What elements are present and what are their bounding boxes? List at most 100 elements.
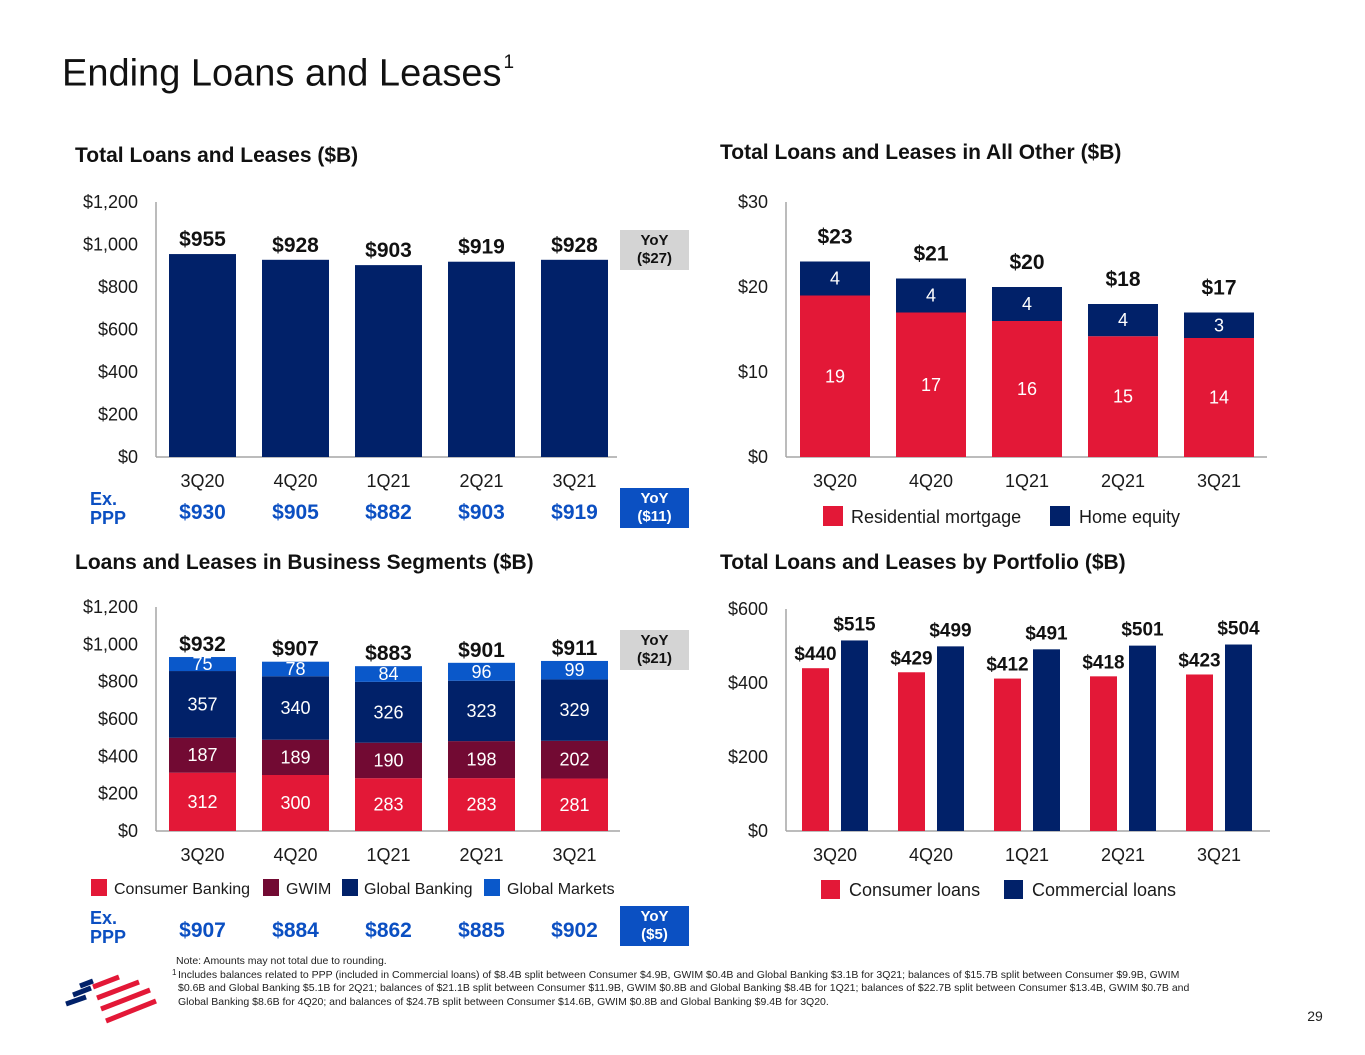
legend-label: Global Banking <box>364 881 473 898</box>
bar <box>169 254 236 457</box>
bank-flag-logo-icon <box>65 974 157 1024</box>
bar-total-label: $21 <box>913 243 948 266</box>
legend-label: Consumer loans <box>849 880 980 900</box>
bar-segment-residential-mortgage <box>992 321 1062 457</box>
business-segments-chart: $0 $200 $400 $600 $800 $1,000 $1,200 3Q20 4Q20 1Q… <box>83 597 620 942</box>
total-loans-ex-ppp-label: Ex. PPP <box>90 490 126 528</box>
bar-commercial-loans <box>841 640 868 831</box>
legend-swatch <box>263 879 279 896</box>
y-tick-label: $30 <box>738 192 768 212</box>
yoy-label: YoY <box>640 232 669 249</box>
ex-ppp-value: $930 <box>179 501 226 524</box>
legend-swatch <box>1050 506 1070 526</box>
x-tick-label: 2Q21 <box>1101 471 1145 491</box>
segment-value-label: 357 <box>187 694 217 714</box>
logo-stripe-red <box>105 998 157 1024</box>
bar-value-label: $418 <box>1082 652 1124 673</box>
y-tick-label: $600 <box>98 320 138 340</box>
logo-stripe-navy <box>72 985 92 998</box>
page-title-text: Ending Loans and Leases <box>62 52 502 95</box>
y-tick-label: $400 <box>728 673 768 693</box>
bar-value-label: $504 <box>1217 619 1260 640</box>
x-tick-label: 2Q21 <box>1101 845 1145 865</box>
segment-value-label: 340 <box>280 698 310 718</box>
bar <box>448 261 515 457</box>
total-loans-yoy-badge: YoY ($27) <box>620 230 689 270</box>
footnote-marker: 1 <box>172 967 177 977</box>
bar-segment-residential-mortgage <box>800 295 870 457</box>
x-tick-label: 2Q21 <box>459 845 503 865</box>
footnote-line: Global Banking $8.6B for 4Q20; and balan… <box>178 995 829 1008</box>
y-tick-label: $20 <box>738 277 768 297</box>
bar-value-label: $501 <box>1121 620 1164 641</box>
x-tick-label: 3Q20 <box>180 845 224 865</box>
segment-value-label: 323 <box>466 701 496 721</box>
bar-total-label: $932 <box>179 633 226 656</box>
x-tick-label: 3Q21 <box>552 845 596 865</box>
segment-value-label: 4 <box>926 286 936 306</box>
y-tick-label: $400 <box>98 362 138 382</box>
y-tick-label: $600 <box>728 599 768 619</box>
bar-total-label: $928 <box>551 234 598 257</box>
portfolio-chart: $0 $200 $400 $600 3Q20 4Q20 1Q21 2Q21 3Q21 $440 $4… <box>728 599 1270 900</box>
bar-consumer-loans <box>1090 676 1117 831</box>
segment-value-label: 281 <box>559 795 589 815</box>
logo-stripe-navy <box>65 994 87 1007</box>
bar-total-label: $883 <box>365 642 412 665</box>
logo-stripe-red <box>100 987 151 1012</box>
total-loans-chart-title: Total Loans and Leases ($B) <box>75 144 359 167</box>
legend-swatch <box>484 879 500 896</box>
business-segments-ex-ppp-yoy-badge: YoY ($5) <box>620 906 689 946</box>
bar-consumer-loans <box>994 678 1021 831</box>
total-loans-chart: $0 $200 $400 $600 $800 $1,000 $1,200 3Q20 4Q20 1Q… <box>83 192 617 524</box>
ex-ppp-value: $903 <box>458 501 505 524</box>
bar-segment-home-equity <box>1088 304 1158 337</box>
logo-stripe-navy <box>79 978 94 989</box>
bar-segment-consumer-banking <box>355 778 422 831</box>
bar-segment-global-banking <box>541 679 608 741</box>
footnote-line: $0.6B and Global Banking $5.1B for 2Q21;… <box>178 982 1190 995</box>
bar-segment-global-banking <box>448 680 515 742</box>
bar-value-label: $515 <box>833 614 876 635</box>
segment-value-label: 75 <box>192 654 212 674</box>
bar-segment-consumer-banking <box>541 778 608 831</box>
logo-stripe-red <box>96 979 140 1001</box>
bar-segment-residential-mortgage <box>1088 336 1158 457</box>
bar-total-label: $23 <box>817 226 852 249</box>
bar-total-label: $18 <box>1105 268 1140 291</box>
page-title: Ending Loans and Leases 1 <box>62 44 514 97</box>
ex-ppp-value: $885 <box>458 919 505 942</box>
y-tick-label: $1,000 <box>83 634 138 654</box>
bar-segment-home-equity <box>1184 312 1254 338</box>
bar-consumer-loans <box>1186 674 1213 831</box>
footnote-rounding-note: Note: Amounts may not total due to round… <box>176 955 387 967</box>
yoy-label: YoY <box>640 490 669 507</box>
legend-swatch <box>1004 880 1023 899</box>
x-tick-label: 1Q21 <box>1005 471 1049 491</box>
title-footnote-marker: 1 <box>503 52 515 73</box>
x-tick-label: 4Q20 <box>909 471 953 491</box>
y-tick-label: $600 <box>98 709 138 729</box>
segment-value-label: 4 <box>1022 294 1032 314</box>
x-tick-label: 3Q20 <box>180 471 224 491</box>
business-segments-chart-title: Loans and Leases in Business Segments ($… <box>75 551 534 574</box>
legend-swatch <box>823 506 843 526</box>
legend-label: Home equity <box>1079 507 1180 527</box>
bar-total-label: $17 <box>1201 277 1236 300</box>
segment-value-label: 198 <box>466 750 496 770</box>
bar-segment-global-markets <box>262 661 329 677</box>
portfolio-chart-title: Total Loans and Leases by Portfolio ($B) <box>720 551 1126 574</box>
bar-value-label: $423 <box>1178 650 1220 671</box>
y-tick-label: $400 <box>98 746 138 766</box>
bar-segment-gwim <box>262 739 329 775</box>
bar-segment-home-equity <box>800 261 870 296</box>
y-tick-label: $1,000 <box>83 235 138 255</box>
bar-total-label: $919 <box>458 236 505 259</box>
segment-value-label: 326 <box>373 702 403 722</box>
segment-value-label: 283 <box>373 795 403 815</box>
segment-value-label: 283 <box>466 795 496 815</box>
segment-value-label: 329 <box>559 700 589 720</box>
segment-value-label: 4 <box>830 269 840 289</box>
segment-value-label: 4 <box>1118 310 1128 330</box>
bar-commercial-loans <box>1033 649 1060 831</box>
